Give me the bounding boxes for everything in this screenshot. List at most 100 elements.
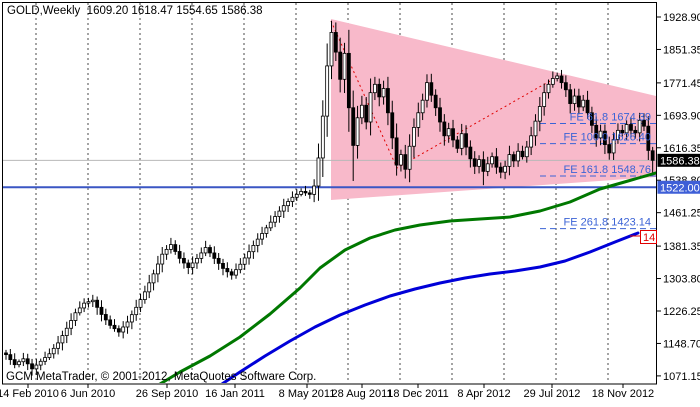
candle-bull [313, 186, 316, 194]
candle-bear [182, 258, 185, 263]
candle-bull [417, 113, 420, 128]
end-box-text: 14 [643, 232, 655, 244]
candle-bull [70, 321, 73, 329]
candle-bull [460, 134, 463, 149]
candle-bull [517, 151, 520, 161]
candle-bear [404, 155, 407, 170]
candle-bull [204, 248, 207, 253]
candle-bear [226, 268, 229, 271]
candle-bear [569, 90, 572, 104]
candle-bear [482, 160, 485, 172]
candle-bull [300, 191, 303, 194]
y-tick-label: 1461.25 [663, 208, 700, 220]
x-tick-label: 18 Nov 2012 [592, 388, 654, 400]
candle-bear [208, 248, 211, 253]
candle-bull [282, 206, 285, 211]
candle-bear [100, 307, 103, 314]
chart-title: GOLD,Weekly 1609.20 1618.47 1554.65 1586… [7, 5, 263, 17]
fib-level-label: FE 161.8 1548.76 [564, 164, 651, 176]
y-tick-label: 1071.15 [663, 371, 700, 383]
candle-bear [651, 151, 654, 161]
candle-bear [230, 272, 233, 275]
y-tick-label: 1928.90 [663, 12, 700, 24]
candle-bear [178, 251, 181, 258]
candle-bull [543, 93, 546, 107]
x-tick-label: 29 Jul 2012 [524, 388, 581, 400]
candle-bull [135, 307, 138, 314]
candle-bear [339, 52, 342, 79]
y-tick-label: 1693.90 [663, 110, 700, 122]
candle-bear [577, 96, 580, 107]
candle-bull [551, 78, 554, 84]
x-tick-label: 6 Jun 2010 [61, 388, 115, 400]
candle-bull [382, 89, 385, 97]
candle-bear [31, 364, 34, 369]
copyright-text: GCM MetaTrader, © 2001-2012, MetaQuotes … [6, 371, 316, 383]
candle-bull [412, 127, 415, 146]
candle-bear [564, 83, 567, 90]
fib-level-label: FE 100.0 1626.40 [564, 132, 651, 144]
candle-bull [486, 164, 489, 172]
candle-bear [104, 314, 107, 319]
candle-bull [373, 84, 376, 92]
candle-bull [556, 76, 559, 79]
candle-bull [295, 194, 298, 197]
candle-bull [243, 258, 246, 264]
candle-bull [57, 343, 60, 348]
candle-bull [326, 66, 329, 116]
candle-bear [13, 360, 16, 365]
candle-bear [5, 353, 8, 355]
candle-bull [360, 105, 363, 118]
fib-level-label: FE 261.8 1423.14 [564, 217, 651, 229]
candle-bull [508, 155, 511, 167]
price-label-text: 1522.00 [660, 182, 700, 194]
candle-bull [343, 53, 346, 79]
candle-bull [330, 32, 333, 65]
candle-bull [265, 228, 268, 234]
candle-bull [39, 361, 42, 365]
candle-bear [187, 263, 190, 268]
candle-bull [126, 322, 129, 327]
candle-bull [22, 359, 25, 362]
candle-bull [91, 300, 94, 301]
candle-bear [217, 258, 220, 263]
candle-bear [352, 108, 355, 146]
candle-bull [534, 121, 537, 136]
x-tick-label: 8 May 2011 [279, 388, 336, 400]
candle-bull [248, 252, 251, 258]
candle-bear [26, 359, 29, 364]
x-tick-label: 8 Apr 2012 [457, 388, 510, 400]
candle-bear [521, 151, 524, 156]
x-tick-label: 14 Feb 2010 [0, 388, 59, 400]
indicator-end-label: 14 [630, 231, 657, 245]
candle-bull [44, 358, 47, 362]
candle-bear [456, 140, 459, 148]
candle-bear [495, 157, 498, 167]
candle-bear [174, 245, 177, 252]
candle-bear [386, 89, 389, 113]
candle-bull [165, 249, 168, 254]
candle-bear [469, 147, 472, 159]
candle-bull [399, 155, 402, 165]
candle-bull [547, 84, 550, 92]
candle-bull [156, 264, 159, 274]
candle-bear [113, 325, 116, 328]
candle-bear [334, 32, 337, 52]
candle-bear [473, 159, 476, 167]
candle-bear [347, 53, 350, 107]
candle-bull [538, 106, 541, 121]
candle-bull [530, 136, 533, 147]
candle-bull [87, 302, 90, 303]
ma-green [150, 173, 656, 390]
moving-averages-layer [150, 173, 656, 390]
candle-bear [395, 138, 398, 165]
candle-bear [213, 253, 216, 258]
candle-bull [143, 292, 146, 300]
candle-bear [109, 320, 112, 325]
candle-bull [425, 83, 428, 101]
candle-bear [365, 105, 368, 122]
candle-bull [261, 233, 264, 239]
candle-bear [499, 167, 502, 172]
candle-bull [65, 328, 68, 335]
